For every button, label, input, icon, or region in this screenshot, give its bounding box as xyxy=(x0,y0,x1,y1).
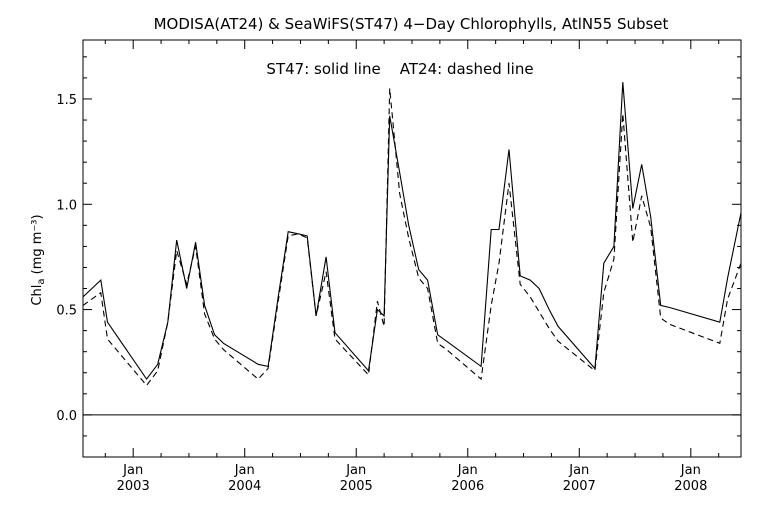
x-tick-year-label: 2006 xyxy=(451,479,484,494)
x-tick-year-label: 2007 xyxy=(563,479,596,494)
x-tick-month-label: Jan xyxy=(234,463,255,478)
x-tick-month-label: Jan xyxy=(457,463,478,478)
y-axis-label: Chla (mg m⁻³) xyxy=(30,214,47,305)
y-axis-label-main: Chl xyxy=(30,285,45,306)
x-tick-month-label: Jan xyxy=(568,463,589,478)
x-tick-year-label: 2005 xyxy=(340,479,373,494)
series-key-annotation: ST47: solid line AT24: dashed line xyxy=(266,60,533,78)
x-tick-year-label: 2004 xyxy=(228,479,261,494)
y-axis-label-unit: (mg m⁻³) xyxy=(30,214,45,278)
y-tick-label: 0.0 xyxy=(56,409,77,424)
x-tick-month-label: Jan xyxy=(345,463,366,478)
y-tick-label: 1.5 xyxy=(56,93,77,108)
y-tick-label: 1.0 xyxy=(56,198,77,213)
chart-title: MODISA(AT24) & SeaWiFS(ST47) 4−Day Chlor… xyxy=(154,15,669,33)
y-axis-label-subscript: a xyxy=(36,278,47,284)
series-layer xyxy=(82,82,742,387)
svg-text:Chla (mg m⁻³): Chla (mg m⁻³) xyxy=(30,214,47,305)
series-line-st47 xyxy=(82,82,742,381)
x-tick-month-label: Jan xyxy=(122,463,143,478)
plot-frame xyxy=(82,39,742,458)
x-tick-month-label: Jan xyxy=(680,463,701,478)
x-tick-year-label: 2008 xyxy=(674,479,707,494)
x-tick-year-label: 2003 xyxy=(117,479,150,494)
series-line-at24 xyxy=(82,88,742,387)
y-tick-label: 0.5 xyxy=(56,304,77,319)
tick-layer: 0.00.51.01.5Jan2003Jan2004Jan2005Jan2006… xyxy=(56,40,741,494)
